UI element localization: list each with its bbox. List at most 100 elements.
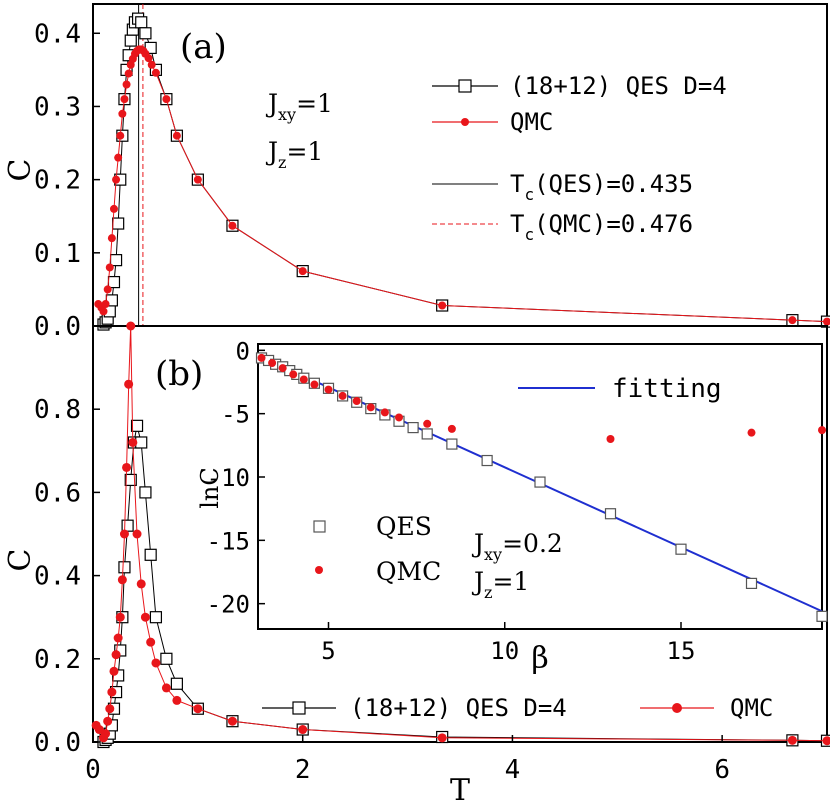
panel-b-xtick-label: 4 [505,755,521,785]
inset-qmc-point [423,419,432,428]
panel-b-qmc-point [122,462,132,472]
panel-a-qmc-point [118,109,127,118]
panel-a-qes-point [107,275,121,289]
panel-a-legend: (18+12) QES D=4 QMC Tc(QES)=0.435 Tc(QMC… [432,72,727,244]
panel-b-qes-point [139,486,152,499]
legend-tc-qes-label: Tc(QES)=0.435 [510,170,693,204]
panel-a-ytick-label: 0.0 [34,312,81,342]
panel-a-label: (a) [180,27,227,67]
panel-b-qmc-point [115,612,125,622]
inset: 0 -5 -10 -15 -20 5 10 15 lnC β fitting QES QMC… [196,337,828,676]
panel-b-label: (b) [155,354,203,394]
panel-b-qmc-point [113,633,123,643]
panel-b-qmc-point [298,725,308,735]
legend-b-qmc-marker [672,703,682,713]
inset-ytick-label: 0 [236,337,250,365]
panel-b-legend: (18+12) QES D=4 QMC [262,694,773,722]
panel-b-frame [92,325,828,743]
panel-a-ytick-label: 0.4 [34,19,81,49]
inset-qes-point [421,428,433,440]
inset-qmc-point [380,408,389,417]
panel-a-qmc-point [823,317,830,326]
panel-b-qes-point [124,473,137,487]
panel-b-qmc-point [103,716,113,726]
legend-b-qes-marker [292,701,306,715]
panel-a-qmc-point [172,131,181,140]
panel-a-qmc-point [144,54,153,63]
panel-b-qes-point [135,436,148,449]
panel-a-qes-point [139,27,152,40]
panel-b: 0.0 0.2 0.4 0.6 0.8 0 2 4 6 C T (b) (18+12) QES… [3,321,830,805]
panel-a-qes-point [135,16,148,29]
inset-qmc-point [352,397,361,405]
panel-b-qmc-point [101,729,111,739]
panel-a-qmc-point [162,95,171,104]
inset-qmc-point [366,403,375,412]
inset-xtick-label: 5 [321,637,335,665]
panel-a-qmc-point [147,60,156,69]
inset-qmc-point [324,385,333,394]
inset-ytick-label: -15 [207,527,250,555]
inset-ytick-label: -10 [207,464,250,492]
inset-qes-point [481,454,493,467]
panel-a-qmc-point [107,234,116,243]
panel-b-qmc-point [787,735,797,745]
panel-a-ytick-label: 0.2 [34,166,81,196]
panel-a-qmc-point [438,301,447,310]
legend-inset-qmc-label: QMC [376,557,441,586]
inset-xlabel: β [531,641,548,676]
panel-b-ytick-label: 0.8 [34,395,81,425]
inset-qes-point [534,476,546,488]
panel-b-ytick-label: 0.6 [34,478,81,508]
panel-b-qes-point [160,652,173,665]
legend-qmc-marker [461,118,469,126]
panel-a-ylabel: C [3,159,38,182]
panel-b-qmc-point [193,704,203,714]
inset-qes-point [816,610,828,622]
inset-qmc-point [447,424,456,433]
panel-b-qmc-point [161,683,171,693]
panel-b-qes-point [130,419,144,432]
panel-a-qmc-point [193,175,202,184]
panel-b-qmc-point [124,379,134,389]
panel-b-ylabel: C [3,549,38,572]
panel-b-qmc-point [822,736,830,746]
inset-qmc-point [395,413,403,422]
inset-qmc-point [299,375,308,384]
panel-a-qmc-point [101,300,110,309]
legend-qmc-label: QMC [510,108,553,136]
panel-b-qmc-point [136,579,146,589]
inset-qmc-point [606,435,615,443]
panel-a-qmc-point [116,131,125,140]
panel-a-ytick-label: 0.3 [34,92,81,122]
inset-qmc-point [257,353,266,362]
panel-b-qes-point [144,548,157,561]
legend-inset-qes-label: QES [376,512,432,541]
panel-a-ytick-label: 0.1 [34,239,81,269]
inset-qmc-point [268,359,277,367]
panel-b-qes-point [121,519,134,532]
panel-a-qmc-point [109,204,118,213]
panel-b-qmc-point [109,666,119,676]
inset-ylabel: lnC [196,467,224,509]
panel-b-qmc-point [132,529,142,539]
legend-tc-qmc-label: Tc(QMC)=0.476 [510,210,693,244]
legend-inset-qes-marker [313,520,326,533]
inset-qes-point [604,508,617,520]
panel-b-qmc-point [111,650,121,660]
panel-a-jz-annotation: Jz=1 [265,137,323,172]
panel-a-qes-point [109,254,123,267]
inset-ytick-label: -5 [221,401,250,429]
panel-b-qes-point [170,677,183,690]
panel-a-qmc-point [120,95,129,104]
inset-qmc-point [338,391,347,400]
inset-jxy-annotation: Jxy=0.2 [471,529,563,564]
inset-qmc-point [289,370,298,379]
panel-b-qmc-point [151,658,161,668]
panel-a-qmc-point [105,263,114,272]
panel-a-qes-point [124,34,137,47]
panel-a-qmc-point [151,68,160,77]
panel-a-qmc-point [114,153,123,162]
panel-b-xtick-label: 6 [714,755,730,785]
